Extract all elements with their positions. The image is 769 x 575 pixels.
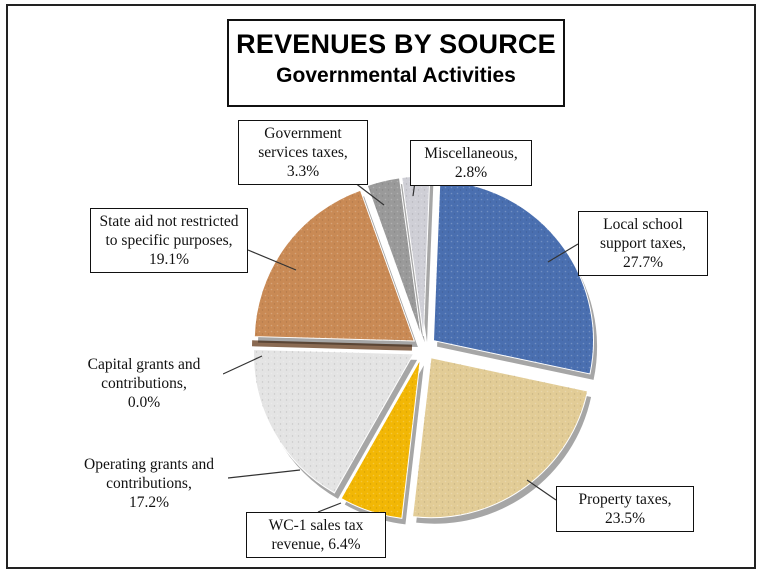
leader-line-4	[222, 355, 263, 375]
label-property-taxes: Property taxes, 23.5%	[556, 486, 694, 532]
slice-government-services-taxes-texture	[367, 177, 422, 337]
slice-label: WC-1 sales tax revenue,	[268, 517, 364, 553]
leader-line-3	[227, 469, 301, 479]
leader-line-2	[317, 502, 342, 513]
slice-operating-grants-and-contributions-texture	[253, 349, 414, 493]
slice-percent: 17.2%	[128, 494, 170, 511]
slice-percent: 23.5%	[604, 510, 646, 527]
chart-subtitle: Governmental Activities	[276, 64, 516, 87]
slice-percent: 3.3%	[286, 163, 320, 180]
slice-label: State aid not restricted to specific pur…	[99, 213, 239, 249]
leader-line-1	[526, 479, 557, 501]
slice-percent: 0.0%	[127, 394, 161, 411]
slice-percent: 19.1%	[148, 251, 190, 268]
slice-label: Capital grants and contributions,	[87, 356, 201, 392]
slice-label: Property taxes,	[578, 491, 672, 508]
slice-state-aid-not-restricted-to-specific-purposes-texture	[254, 190, 415, 341]
leader-line-0	[547, 243, 579, 263]
label-miscellaneous: Miscellaneous, 2.8%	[410, 140, 532, 186]
slice-percent: 2.8%	[454, 164, 488, 181]
leader-line-5	[247, 249, 297, 271]
slice-percent: 6.4%	[328, 536, 361, 553]
slice-capital-grants-and-contributions	[251, 340, 413, 351]
slice-property-taxes-texture	[412, 357, 588, 518]
slice-miscellaneous-texture	[401, 176, 430, 337]
slice-label: Miscellaneous,	[424, 145, 518, 162]
slice-label: Local school support taxes,	[599, 216, 687, 252]
chart-title-box: REVENUES BY SOURCE Governmental Activiti…	[227, 19, 565, 107]
chart-title: REVENUES BY SOURCE	[236, 29, 556, 59]
label-government-services-taxes: Government services taxes, 3.3%	[238, 120, 368, 185]
slice-label: Government services taxes,	[258, 125, 348, 161]
label-local-school-support-taxes: Local school support taxes, 27.7%	[578, 211, 708, 276]
label-operating-grants: Operating grants and contributions, 17.2…	[70, 452, 228, 515]
slice-label: Operating grants and contributions,	[84, 456, 214, 492]
slice-wc-1-sales-tax-revenue-texture	[341, 359, 421, 519]
slice-local-school-support-taxes-texture	[433, 180, 594, 374]
pie-slices	[251, 175, 598, 525]
slice-percent: 27.7%	[622, 254, 664, 271]
label-wc1-sales-tax: WC-1 sales tax revenue, 6.4%	[246, 512, 386, 558]
label-capital-grants: Capital grants and contributions, 0.0%	[65, 352, 223, 415]
label-state-aid: State aid not restricted to specific pur…	[90, 208, 248, 273]
